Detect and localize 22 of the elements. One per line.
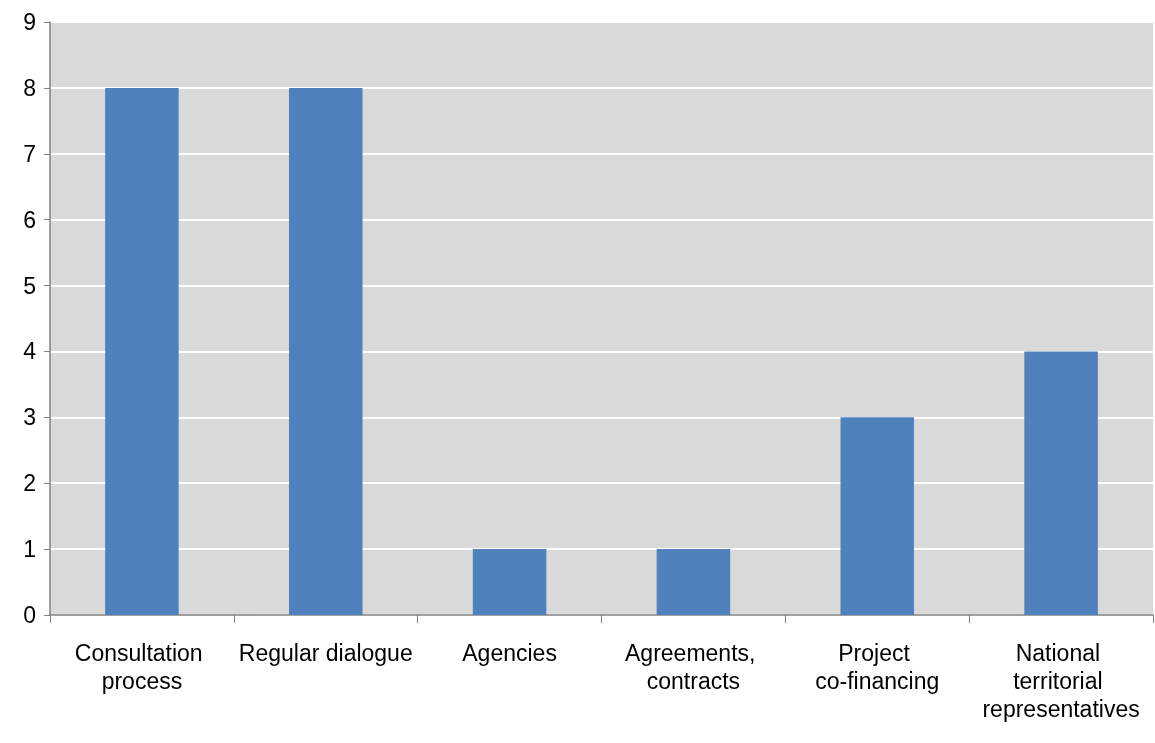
y-tick-label: 2 bbox=[23, 470, 36, 497]
y-tick-label: 1 bbox=[23, 536, 36, 563]
bar bbox=[656, 549, 731, 615]
bar bbox=[840, 417, 915, 615]
y-tick-label: 6 bbox=[23, 206, 36, 233]
y-tick-label: 5 bbox=[23, 272, 36, 299]
y-tick-label: 8 bbox=[23, 74, 36, 101]
bar bbox=[105, 87, 179, 615]
x-tick-label: Agreements, contracts bbox=[625, 640, 762, 694]
x-tick-label: National territorial representatives bbox=[982, 640, 1140, 722]
bar bbox=[288, 87, 363, 615]
y-tick-label: 3 bbox=[23, 404, 36, 431]
y-tick-label: 4 bbox=[23, 338, 37, 365]
y-tick-label: 7 bbox=[23, 140, 36, 167]
bar bbox=[472, 549, 547, 615]
x-tick-label: Agencies bbox=[462, 640, 557, 666]
x-tick-label: Consultation process bbox=[74, 640, 210, 694]
x-tick-label: Project co-financing bbox=[815, 640, 940, 694]
y-tick-label: 0 bbox=[23, 602, 36, 628]
y-tick-label: 9 bbox=[23, 9, 36, 35]
bar bbox=[1024, 351, 1098, 615]
x-tick-label: Regular dialogue bbox=[238, 640, 413, 666]
